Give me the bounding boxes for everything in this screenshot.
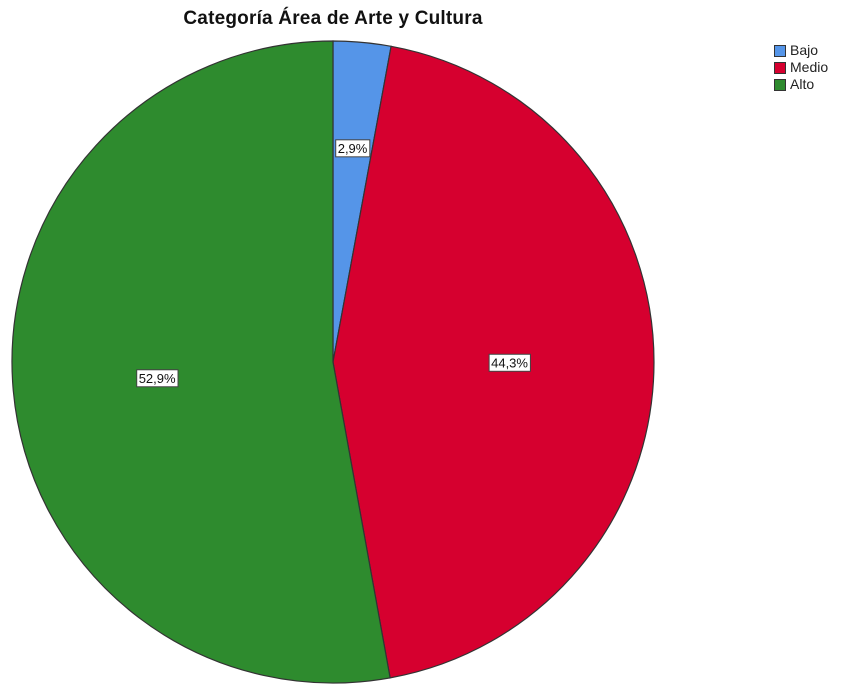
- legend-label-bajo: Bajo: [790, 42, 819, 58]
- legend-swatch-bajo: [774, 44, 786, 57]
- legend-label-medio: Medio: [790, 59, 829, 75]
- data-label-text-medio: 44,3%: [491, 355, 528, 370]
- chart-title: Categoría Área de Arte y Cultura: [183, 8, 483, 29]
- legend-item-medio: Medio: [774, 59, 828, 76]
- legend-label-alto: Alto: [790, 76, 815, 92]
- legend-swatch-alto: [774, 78, 786, 91]
- legend-swatch-medio: [774, 61, 786, 74]
- legend-item-bajo: Bajo: [774, 42, 828, 59]
- pie-data-labels: 2,9% 44,3% 52,9%: [136, 139, 531, 388]
- data-label-medio: 44,3%: [488, 353, 531, 372]
- data-label-text-alto: 52,9%: [139, 371, 176, 386]
- data-label-box-alto: [136, 369, 179, 388]
- legend-item-alto: Alto: [774, 76, 828, 93]
- data-label-box-bajo: [335, 139, 371, 158]
- data-label-alto: 52,9%: [136, 369, 179, 388]
- data-label-bajo: 2,9%: [335, 139, 371, 158]
- data-label-box-medio: [488, 353, 531, 372]
- legend: Bajo Medio Alto: [774, 42, 828, 93]
- pie-slice-alto: [11, 40, 391, 684]
- data-label-text-bajo: 2,9%: [338, 141, 368, 156]
- pie-slices: [11, 40, 655, 684]
